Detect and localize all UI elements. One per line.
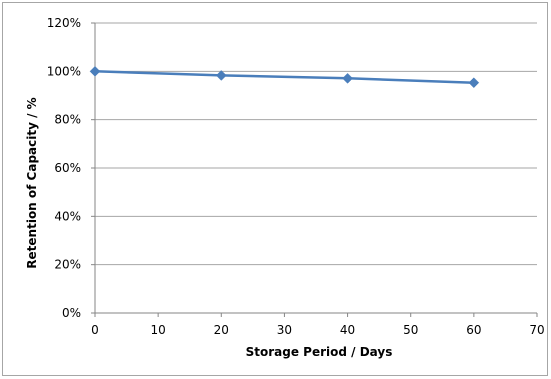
data-point-marker <box>468 77 480 89</box>
x-tick-label: 0 <box>91 323 99 337</box>
y-tick-label: 20% <box>54 258 81 272</box>
data-point-marker <box>89 65 101 77</box>
y-tick-labels: 0% 20% 40% 60% 80% 100% 120% <box>47 16 81 320</box>
x-axis-title: Storage Period / Days <box>246 345 393 359</box>
series-layer <box>89 65 480 89</box>
y-tick-label: 80% <box>54 113 81 127</box>
x-tick-label: 30 <box>277 323 292 337</box>
y-tick-label: 40% <box>54 209 81 223</box>
x-tick-label: 70 <box>529 323 544 337</box>
x-tick-label: 10 <box>151 323 166 337</box>
y-tick-label: 100% <box>47 64 81 78</box>
series-line <box>94 70 474 84</box>
x-tick-label: 50 <box>403 323 418 337</box>
chart-frame <box>2 2 548 376</box>
data-point-marker <box>342 72 353 84</box>
x-tick-label: 40 <box>340 323 355 337</box>
x-tick-label: 20 <box>214 323 229 337</box>
x-tick-label: 60 <box>466 323 481 337</box>
y-tick-label: 0% <box>62 306 81 320</box>
y-axis-title: Retention of Capacity / % <box>25 97 39 268</box>
y-tick-label: 60% <box>54 161 81 175</box>
data-point-marker <box>215 70 227 81</box>
axes <box>91 22 538 317</box>
x-tick-labels: 0 10 20 30 40 50 60 70 <box>91 323 544 337</box>
gridlines <box>95 22 537 266</box>
y-tick-label: 120% <box>47 16 81 30</box>
